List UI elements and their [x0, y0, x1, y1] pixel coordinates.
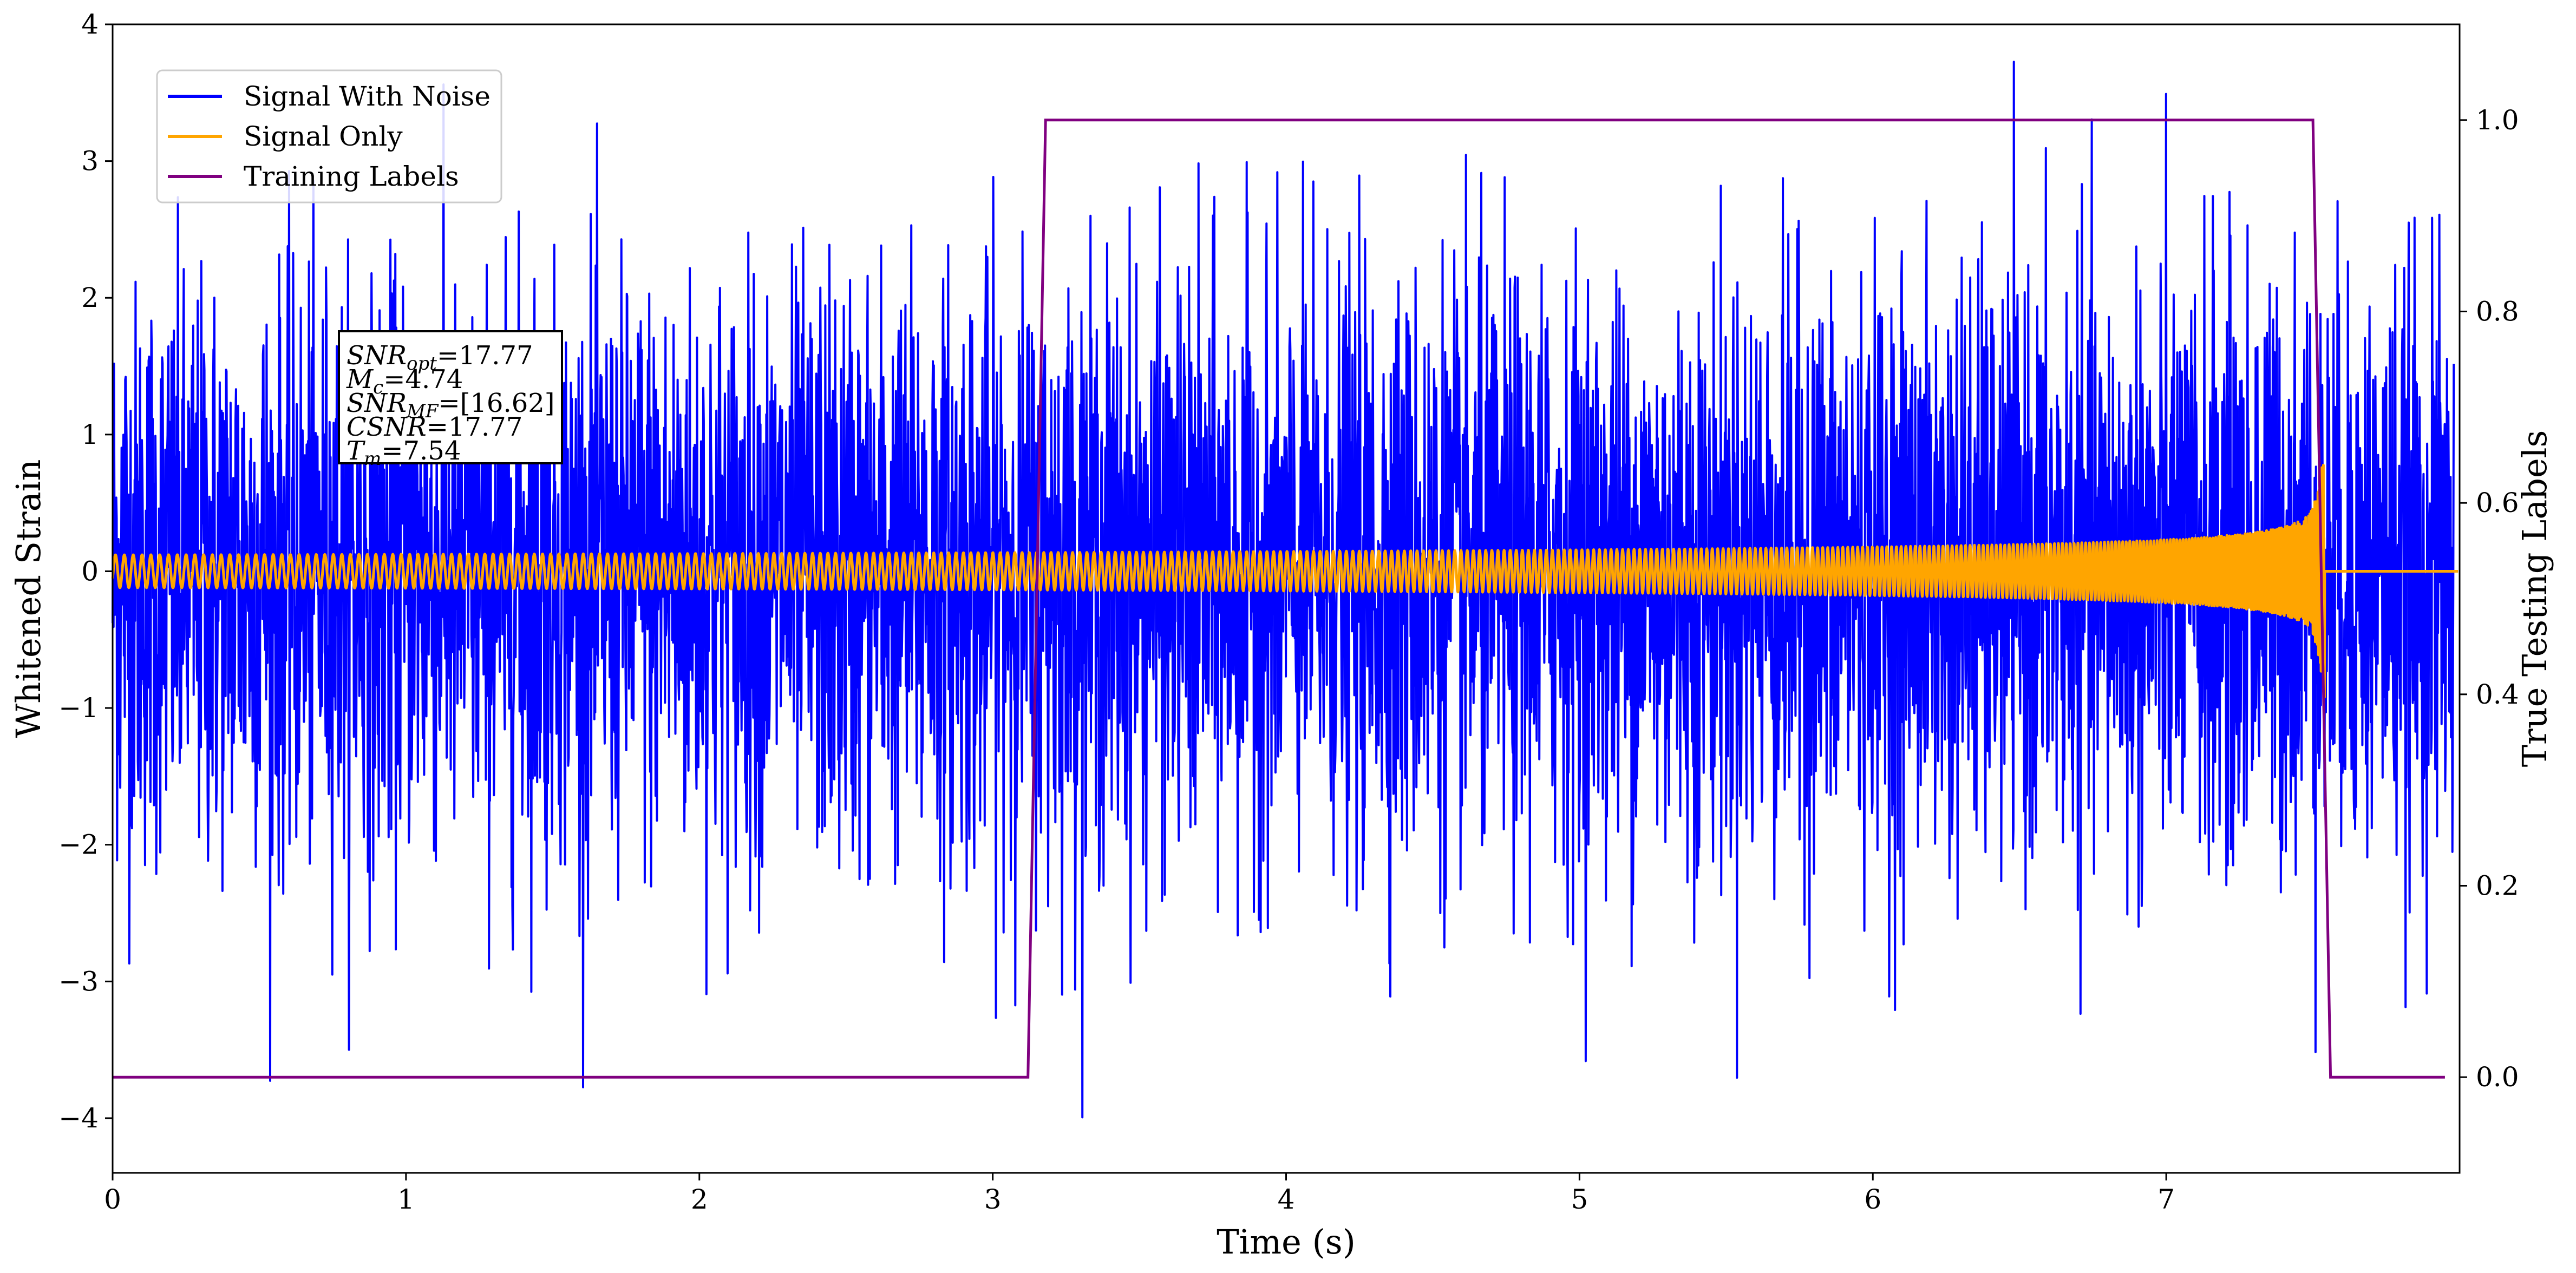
annotation-line: SNRMF=[16.62] — [346, 388, 555, 422]
annotation-line: CSNR=17.77 — [346, 412, 522, 442]
training-labels-line — [113, 119, 2445, 1079]
x-tick-label: 3 — [984, 1184, 1002, 1215]
x-tick-label: 5 — [1571, 1184, 1588, 1215]
y-tick-label: 1 — [81, 419, 99, 450]
legend-label: Signal Only — [244, 121, 403, 152]
signal-only-line — [111, 464, 2460, 699]
y2-tick-label: 0.4 — [2476, 679, 2519, 710]
legend-frame — [156, 69, 502, 204]
signal-series-layer — [111, 464, 2460, 699]
y-tick-label: 4 — [81, 9, 99, 40]
axes-layer: 0 1 2 3 4 5 6 7 4 3 2 1 0 −1 −2 −3 −4 1.0 0.8 0.6 0.4 0.2 0.0 — [58, 9, 2519, 1215]
legend-label: Signal With Noise — [244, 81, 491, 112]
x-tick-label: 0 — [104, 1184, 121, 1215]
x-tick-label: 7 — [2157, 1184, 2175, 1215]
x-axis-label: Time (s) — [1217, 1222, 1356, 1262]
y-axis-label: Whitened Strain — [9, 460, 48, 738]
y2-tick-label: 0.0 — [2476, 1061, 2519, 1093]
legend: Signal With Noise Signal Only Training Lab… — [156, 69, 502, 204]
x-tick-label: 1 — [397, 1184, 415, 1215]
y-tick-label: 0 — [81, 555, 99, 587]
y-tick-label: −1 — [58, 692, 99, 724]
annotation-line: Tm=7.54 — [346, 436, 461, 470]
y-tick-label: 3 — [81, 146, 99, 177]
legend-label: Training Labels — [244, 161, 459, 192]
y-tick-label: −2 — [58, 829, 99, 861]
y-tick-label: 2 — [81, 282, 99, 313]
training-labels-layer — [113, 119, 2445, 1079]
y2-axis-label: True Testing Labels — [2515, 430, 2554, 767]
x-tick-label: 6 — [1864, 1184, 1881, 1215]
x-tick-label: 2 — [691, 1184, 708, 1215]
y-tick-label: −4 — [58, 1103, 99, 1134]
y2-tick-label: 0.2 — [2476, 870, 2519, 902]
annotation-line: SNRopt=17.77 — [346, 340, 533, 375]
annotation-box: SNRopt=17.77Mc=4.74SNRMF=[16.62]CSNR=17.… — [338, 330, 563, 470]
annotation-line: Mc=4.74 — [346, 364, 463, 398]
y2-tick-label: 1.0 — [2476, 104, 2519, 136]
y2-tick-label: 0.8 — [2476, 296, 2519, 327]
x-tick-label: 4 — [1278, 1184, 1295, 1215]
y-tick-label: −3 — [58, 966, 99, 997]
y2-tick-label: 0.6 — [2476, 487, 2519, 519]
annotation-frame — [338, 330, 563, 464]
